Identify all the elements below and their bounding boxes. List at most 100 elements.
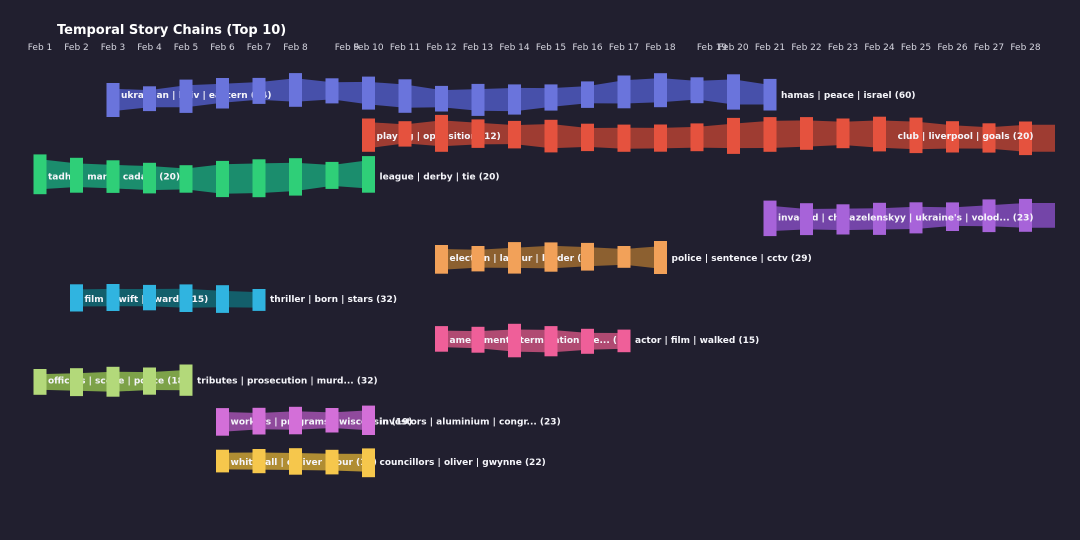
chain-node (763, 78, 777, 111)
chain-node (946, 202, 959, 231)
axis-tick-label: Feb 17 (609, 43, 639, 53)
axis-tick-label: Feb 1 (28, 43, 53, 53)
axis-tick-label: Feb 18 (645, 43, 676, 53)
chain-node (325, 78, 339, 104)
axis-tick-label: Feb 25 (901, 43, 931, 53)
axis-tick-label: Feb 13 (463, 43, 493, 53)
chain-node (435, 114, 448, 152)
chain-node (1019, 121, 1032, 156)
chain-node (727, 74, 740, 110)
axis-tick-label: Feb 6 (210, 43, 235, 53)
chain-label-right: councillors | oliver | gwynne (22) (380, 458, 546, 468)
page-title: Temporal Story Chains (Top 10) (57, 23, 287, 38)
chain-node (106, 366, 120, 397)
chain-node (581, 328, 594, 354)
chain-node (179, 79, 193, 113)
chain-node (289, 73, 302, 107)
chain-node (873, 116, 886, 152)
chain-node (33, 369, 47, 395)
chain-ribbon (441, 329, 624, 353)
axis-tick-label: Feb 19 (697, 43, 728, 53)
chain-node (617, 246, 631, 268)
chain-node (179, 364, 193, 396)
chain-label-left: invaded | china (778, 213, 855, 223)
chain-label-right: hamas | peace | israel (60) (781, 91, 915, 101)
chain-node (362, 156, 375, 193)
chain-node (763, 117, 777, 152)
chain-label-left: whitehall | deliver | tour (15) (231, 458, 377, 468)
axis-tick-label: Feb 9 (335, 43, 360, 53)
chain-node (252, 289, 266, 311)
chain-label-right: thriller | born | stars (32) (270, 295, 397, 305)
chain-node (33, 154, 47, 195)
chain-node (544, 326, 558, 357)
axis-tick-label: Feb 21 (755, 43, 785, 53)
axis-tick-label: Feb 10 (353, 43, 384, 53)
chain-label-left: amendment | termination | re... (9) (450, 336, 628, 346)
axis-tick-label: Feb 14 (499, 43, 530, 53)
chain-node (654, 73, 667, 108)
chain-node (216, 285, 229, 313)
chain-node (982, 123, 996, 153)
chain-node (800, 203, 813, 236)
chain-node (252, 449, 266, 474)
chain-node (581, 123, 594, 152)
chain-ribbon (76, 288, 259, 308)
chain-node (909, 117, 923, 154)
chain-node (216, 449, 229, 473)
chain-node (252, 159, 266, 198)
chain-node (727, 117, 740, 154)
chain-node (143, 86, 156, 112)
chain-node (143, 162, 156, 194)
chain-node (471, 83, 485, 116)
chain-node (508, 323, 521, 358)
chain-node (1019, 198, 1032, 232)
axis-tick-label: Feb 26 (937, 43, 968, 53)
chain-node (398, 121, 412, 147)
chain-node (508, 84, 521, 115)
chain-label-left: ukrainian | kyiv | eastern (14) (121, 91, 272, 101)
chain-node (362, 118, 375, 152)
chain-node (544, 242, 558, 272)
axis-tick-label: Feb 11 (390, 43, 420, 53)
chain-label-right: actor | film | walked (15) (635, 336, 759, 346)
chain-node (435, 326, 448, 352)
chain-node (471, 119, 485, 148)
axis-tick-label: Feb 12 (426, 43, 456, 53)
chain-node (435, 85, 448, 112)
chain-node (362, 76, 375, 110)
chain-node (617, 124, 631, 152)
chain-node (179, 165, 193, 193)
chain-node (544, 84, 558, 111)
chain-node (873, 202, 886, 235)
chain-node (508, 120, 521, 149)
chain-node (471, 246, 485, 272)
chain-node (435, 245, 448, 274)
axis-tick-label: Feb 22 (791, 43, 821, 53)
chain-node (617, 75, 631, 109)
chain-node (654, 124, 667, 152)
axis-tick-label: Feb 23 (828, 43, 858, 53)
chain-node (143, 367, 156, 395)
chain-node (143, 284, 156, 311)
axis-tick-label: Feb 5 (174, 43, 199, 53)
chain-node (70, 157, 83, 193)
chain-label-right: investors | aluminium | congr... (23) (380, 417, 561, 427)
axis-tick-label: Feb 20 (718, 43, 749, 53)
chain-node (216, 78, 229, 109)
axis-tick-label: Feb 3 (101, 43, 126, 53)
chain-label-left: workers | programs | wisconsin (19) (231, 417, 413, 427)
chain-node (325, 408, 339, 433)
chain-node (617, 329, 631, 353)
chain-label-right: police | sentence | cctv (29) (672, 254, 812, 264)
chain-node (216, 160, 229, 198)
axis-tick-label: Feb 28 (1010, 43, 1041, 53)
chain-node (325, 161, 339, 189)
axis-tick-label: Feb 4 (137, 43, 162, 53)
chain-label-right: club | liverpool | goals (20) (898, 132, 1034, 142)
chain-node (106, 284, 120, 311)
chain-node (289, 406, 302, 435)
chain-node (763, 200, 777, 237)
